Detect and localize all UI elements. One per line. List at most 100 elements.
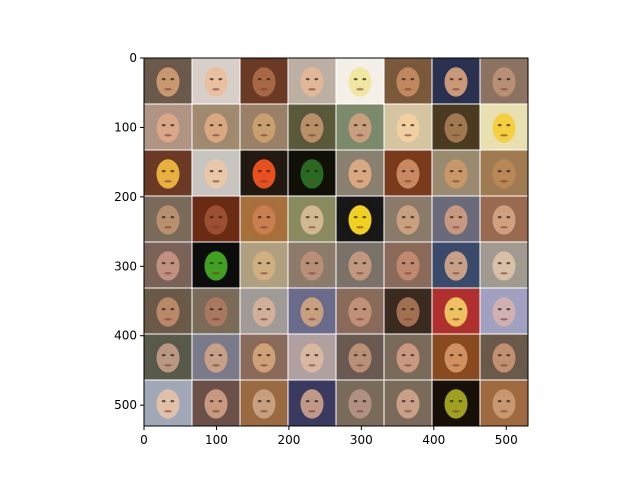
face-shape [300,251,324,281]
mouth-shape [212,272,220,275]
eye-shape [209,354,214,357]
mouth-shape [260,272,268,275]
eye-shape [266,262,271,265]
mouth-shape [212,226,220,229]
eye-shape [401,124,406,127]
eye-shape [497,216,502,219]
y-tick-label: 500 [114,398,137,412]
face-shape [204,113,228,143]
mouth-shape [452,318,460,321]
mouth-shape [452,410,460,413]
face-shape [204,389,228,419]
mouth-shape [500,272,508,275]
face-shape [348,159,372,189]
face-shape [252,67,276,97]
eye-shape [497,400,502,403]
face-shape [444,67,468,97]
eye-shape [362,400,367,403]
eye-shape [209,170,214,173]
face-shape [204,297,228,327]
mouth-shape [164,180,172,183]
mouth-shape [164,410,172,413]
mouth-shape [260,364,268,367]
eye-shape [209,216,214,219]
face-shape [444,251,468,281]
eye-shape [314,308,319,311]
mouth-shape [308,88,316,91]
eye-shape [314,78,319,81]
face-shape [492,251,516,281]
mouth-shape [500,134,508,137]
face-shape [156,297,180,327]
mouth-shape [212,318,220,321]
mouth-shape [164,364,172,367]
eye-shape [161,216,166,219]
mouth-shape [164,88,172,91]
eye-shape [362,78,367,81]
eye-shape [410,78,415,81]
eye-shape [209,262,214,265]
mouth-shape [452,364,460,367]
eye-shape [449,262,454,265]
eye-shape [401,400,406,403]
mouth-shape [452,272,460,275]
eye-shape [305,262,310,265]
eye-shape [305,354,310,357]
axes-frame [143,57,529,427]
face-shape [348,113,372,143]
eye-shape [506,354,511,357]
face-shape [396,113,420,143]
eye-shape [170,124,175,127]
mouth-shape [356,410,364,413]
x-tick-label: 100 [205,433,228,447]
face-shape [396,251,420,281]
eye-shape [449,308,454,311]
mouth-shape [308,180,316,183]
tile-border [479,379,528,426]
mouth-shape [164,134,172,137]
mouth-shape [212,88,220,91]
mouth-shape [404,134,412,137]
mouth-shape [356,272,364,275]
eye-shape [161,78,166,81]
mouth-shape [356,180,364,183]
y-axis: 0 100 200 300 400 500 [114,51,144,412]
mouth-shape [404,318,412,321]
x-tick-label: 0 [140,433,148,447]
face-shape [156,251,180,281]
mouth-shape [452,180,460,183]
mouth-shape [260,134,268,137]
face-shape [300,205,324,235]
eye-shape [218,124,223,127]
face-shape [348,389,372,419]
face-shape [348,251,372,281]
eye-shape [410,170,415,173]
eye-shape [401,354,406,357]
eye-shape [362,170,367,173]
eye-shape [353,308,358,311]
mouth-shape [452,88,460,91]
mouth-shape [260,180,268,183]
face-shape [396,343,420,373]
x-tick-label: 400 [422,433,445,447]
eye-shape [218,354,223,357]
eye-shape [458,78,463,81]
eye-shape [497,170,502,173]
eye-shape [458,216,463,219]
mouth-shape [308,410,316,413]
mouth-shape [164,318,172,321]
eye-shape [410,216,415,219]
eye-shape [401,216,406,219]
face-shape [204,251,228,281]
eye-shape [314,262,319,265]
eye-shape [209,400,214,403]
eye-shape [170,308,175,311]
eye-shape [161,170,166,173]
eye-shape [161,308,166,311]
eye-shape [506,216,511,219]
y-tick-label: 100 [114,120,137,134]
face-shape [252,205,276,235]
eye-shape [218,262,223,265]
mouth-shape [500,318,508,321]
